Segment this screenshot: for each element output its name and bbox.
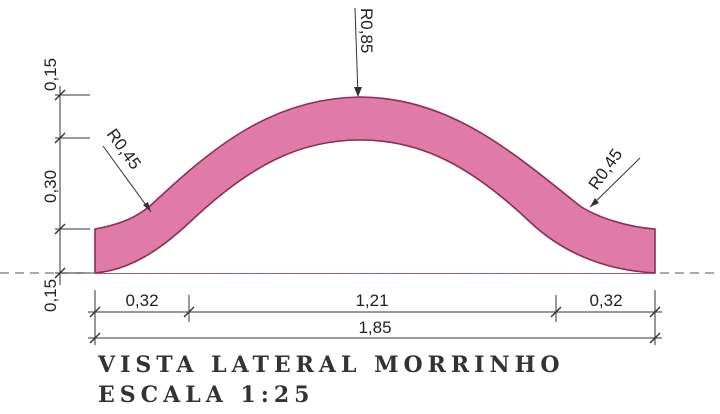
radius-left-leader [102,145,152,213]
radius-left-arrow [143,202,151,212]
vertical-tick-1 [54,89,66,101]
vertical-dim-bottom-label: 0,15 [41,279,60,312]
horizontal-dim-left-label: 0,32 [125,291,158,310]
radius-left-label: R0,45 [103,125,145,173]
horizontal-tick-6 [649,332,661,344]
horizontal-tick-2 [183,306,195,318]
horizontal-tick-3 [550,306,562,318]
vertical-tick-2 [54,132,66,144]
vertical-dim-middle-label: 0,30 [41,170,60,203]
vertical-dim-top-label: 0,15 [41,58,60,91]
vertical-tick-4 [54,267,66,279]
horizontal-dim-total-label: 1,85 [358,318,391,337]
horizontal-dim-center-label: 1,21 [355,291,388,310]
radius-center-leader [354,7,359,97]
radius-right-arrow [590,198,599,207]
horizontal-tick-4 [649,306,661,318]
drawing-title: VISTA LATERAL MORRINHO [98,352,565,378]
radius-center-arrow [354,87,362,97]
drawing-scale: ESCALA 1:25 [98,382,315,408]
radius-right-leader [589,157,641,208]
horizontal-tick-1 [89,306,101,318]
hump-underside [94,139,656,274]
horizontal-dim-right-label: 0,32 [589,291,622,310]
horizontal-tick-5 [89,332,101,344]
radius-right-label: R0,45 [585,145,627,193]
radius-center-label: R0,85 [357,8,376,53]
vertical-tick-3 [54,223,66,235]
